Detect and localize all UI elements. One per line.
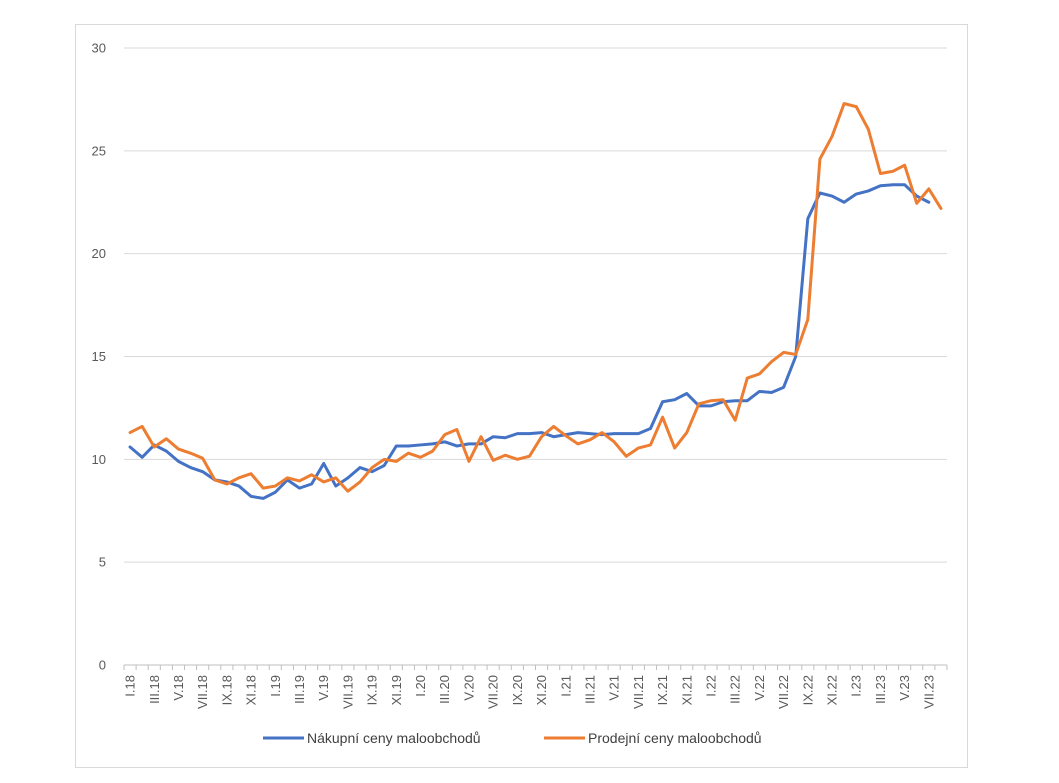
chart-frame: 0 5 10 15 20 25 30 I.18 III.18 V.18 VII.18 IX.18 XI.… (75, 24, 968, 768)
x-tick-label: V.20 (461, 675, 476, 701)
x-tick-label: V.19 (316, 675, 331, 701)
y-tick-label: 20 (92, 246, 106, 261)
x-tick-label: IX.20 (510, 675, 525, 705)
x-tick-label: VII.18 (195, 675, 210, 709)
axes: 0 5 10 15 20 25 30 I.18 III.18 V.18 VII.18 IX.18 XI.… (92, 41, 948, 709)
legend: Nákupní ceny maloobchodů Prodejní ceny ma… (263, 730, 762, 746)
x-tick-label: III.22 (728, 675, 743, 704)
x-tick-label: I.19 (268, 675, 283, 697)
legend-label-2: Prodejní ceny maloobchodů (588, 730, 762, 746)
x-tick-label: V.22 (752, 675, 767, 701)
y-tick-label: 15 (92, 349, 106, 364)
x-tick-label: IX.21 (655, 675, 670, 705)
y-tick-label: 10 (92, 452, 106, 467)
legend-label-1: Nákupní ceny maloobchodů (307, 730, 481, 746)
series-line-1 (128, 183, 931, 500)
x-tick-label: V.21 (607, 675, 622, 701)
x-tick-label: XI.19 (389, 675, 404, 705)
x-tick-label: VII.19 (340, 675, 355, 709)
y-tick-label: 5 (99, 555, 106, 570)
x-tick-label: V.18 (171, 675, 186, 701)
x-tick-label: IX.22 (800, 675, 815, 705)
x-tick-label: IX.19 (365, 675, 380, 705)
x-tick-label: VII.22 (776, 675, 791, 709)
x-tick-label: I.21 (558, 675, 573, 697)
x-tick-label: XI.21 (679, 675, 694, 705)
x-tick-label: VII.20 (486, 675, 501, 709)
x-tick-label: XI.22 (825, 675, 840, 705)
y-tick-label: 0 (99, 658, 106, 673)
x-tick-label: IX.18 (219, 675, 234, 705)
x-tick-label: V.23 (897, 675, 912, 701)
x-tick-label: I.20 (413, 675, 428, 697)
line-chart: 0 5 10 15 20 25 30 I.18 III.18 V.18 VII.18 IX.18 XI.… (92, 41, 948, 746)
gridlines (124, 47, 947, 563)
x-tick-label: III.21 (582, 675, 597, 704)
y-tick-label: 25 (92, 143, 106, 158)
x-tick-label: I.23 (849, 675, 864, 697)
x-tick-label: I.18 (123, 675, 138, 697)
x-tick-label: I.22 (703, 675, 718, 697)
x-tick-label: VII.23 (921, 675, 936, 709)
x-tick-label: XI.18 (244, 675, 259, 705)
series-line-2 (128, 102, 943, 493)
x-tick-label: III.23 (873, 675, 888, 704)
series-lines (128, 102, 943, 500)
x-tick-label: XI.20 (534, 675, 549, 705)
x-tick-label: III.20 (437, 675, 452, 704)
x-tick-label: VII.21 (631, 675, 646, 709)
y-tick-label: 30 (92, 41, 106, 56)
x-tick-label: III.18 (147, 675, 162, 704)
x-tick-label: III.19 (292, 675, 307, 704)
